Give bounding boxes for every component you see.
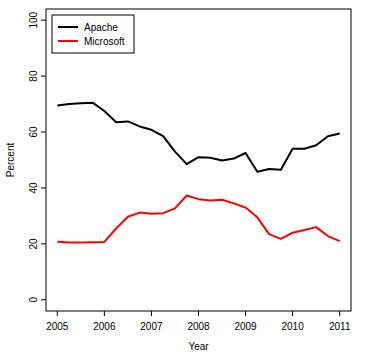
legend-label: Microsoft	[84, 36, 125, 47]
x-tick-label: 2007	[140, 321, 163, 332]
x-tick	[104, 311, 105, 316]
series-line	[57, 103, 339, 172]
x-tick	[151, 311, 152, 316]
y-tick-label: 80	[28, 70, 39, 82]
x-tick-label: 2010	[282, 321, 305, 332]
x-axis-label: Year	[188, 341, 209, 352]
y-axis-label: Percent	[5, 143, 16, 178]
legend-key	[58, 40, 78, 42]
chart-container: 2005 2006 2007 2008 2009 2010 2011 0 20 40 60 80 100…	[0, 0, 382, 361]
series-line	[57, 196, 339, 243]
y-tick	[41, 243, 46, 244]
y-tick	[41, 76, 46, 77]
plot-area	[57, 103, 339, 243]
x-tick-label: 2009	[234, 321, 257, 332]
x-tick-label: 2006	[93, 321, 116, 332]
x-tick-label: 2005	[46, 321, 69, 332]
y-tick	[41, 20, 46, 21]
chart-svg: 2005 2006 2007 2008 2009 2010 2011 0 20 40 60 80 100…	[0, 0, 382, 361]
y-tick	[41, 187, 46, 188]
y-tick	[41, 132, 46, 133]
legend-key	[58, 26, 78, 28]
y-tick-label: 60	[28, 126, 39, 138]
y-tick-label: 0	[28, 297, 39, 303]
x-tick	[292, 311, 293, 316]
x-tick	[198, 311, 199, 316]
y-tick-label: 100	[28, 11, 39, 28]
y-tick	[41, 299, 46, 300]
x-tick	[339, 311, 340, 316]
y-tick-label: 40	[28, 182, 39, 194]
y-tick-label: 20	[28, 238, 39, 250]
legend-box	[52, 15, 134, 53]
plot-frame	[46, 9, 351, 311]
x-tick-label: 2008	[187, 321, 210, 332]
legend-label: Apache	[84, 22, 118, 33]
x-tick-label: 2011	[329, 321, 351, 332]
x-tick	[57, 311, 58, 316]
x-tick	[245, 311, 246, 316]
